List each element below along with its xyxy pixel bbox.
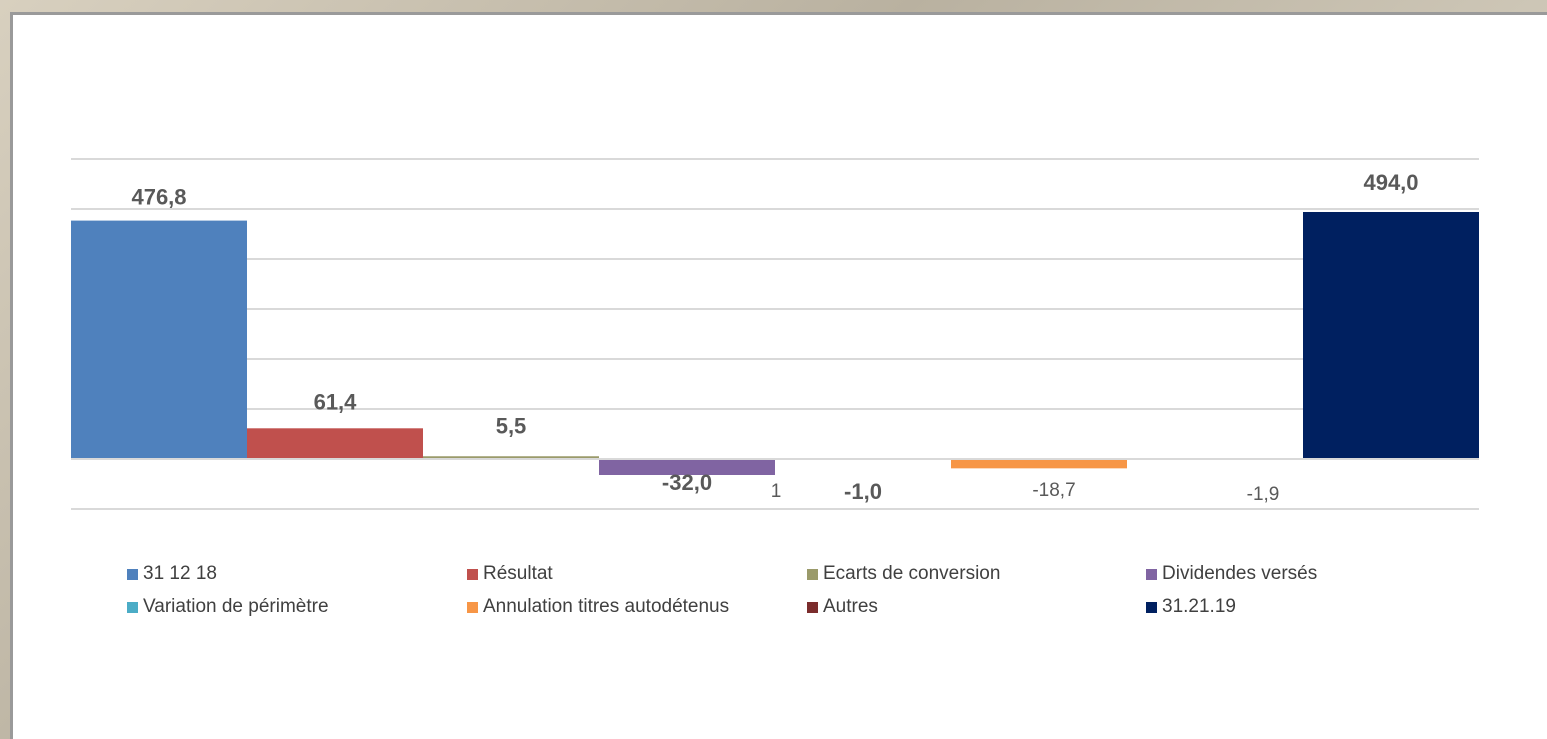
data-label: -32,0 [662, 470, 712, 495]
data-label: 494,0 [1363, 170, 1418, 195]
data-label: -1,9 [1247, 484, 1280, 505]
bar [1303, 212, 1479, 459]
data-label: 5,5 [496, 413, 527, 438]
bar [599, 459, 775, 475]
bar [951, 459, 1127, 469]
bar [423, 456, 599, 459]
data-label: -1,0 [844, 479, 882, 504]
data-label: 61,4 [314, 389, 358, 414]
bar [71, 220, 247, 459]
bar [247, 428, 423, 459]
stray-data-label: 1 [771, 481, 782, 502]
data-label: 476,8 [131, 185, 186, 210]
chart-panel [10, 12, 1547, 739]
data-label: -18,7 [1032, 480, 1075, 501]
